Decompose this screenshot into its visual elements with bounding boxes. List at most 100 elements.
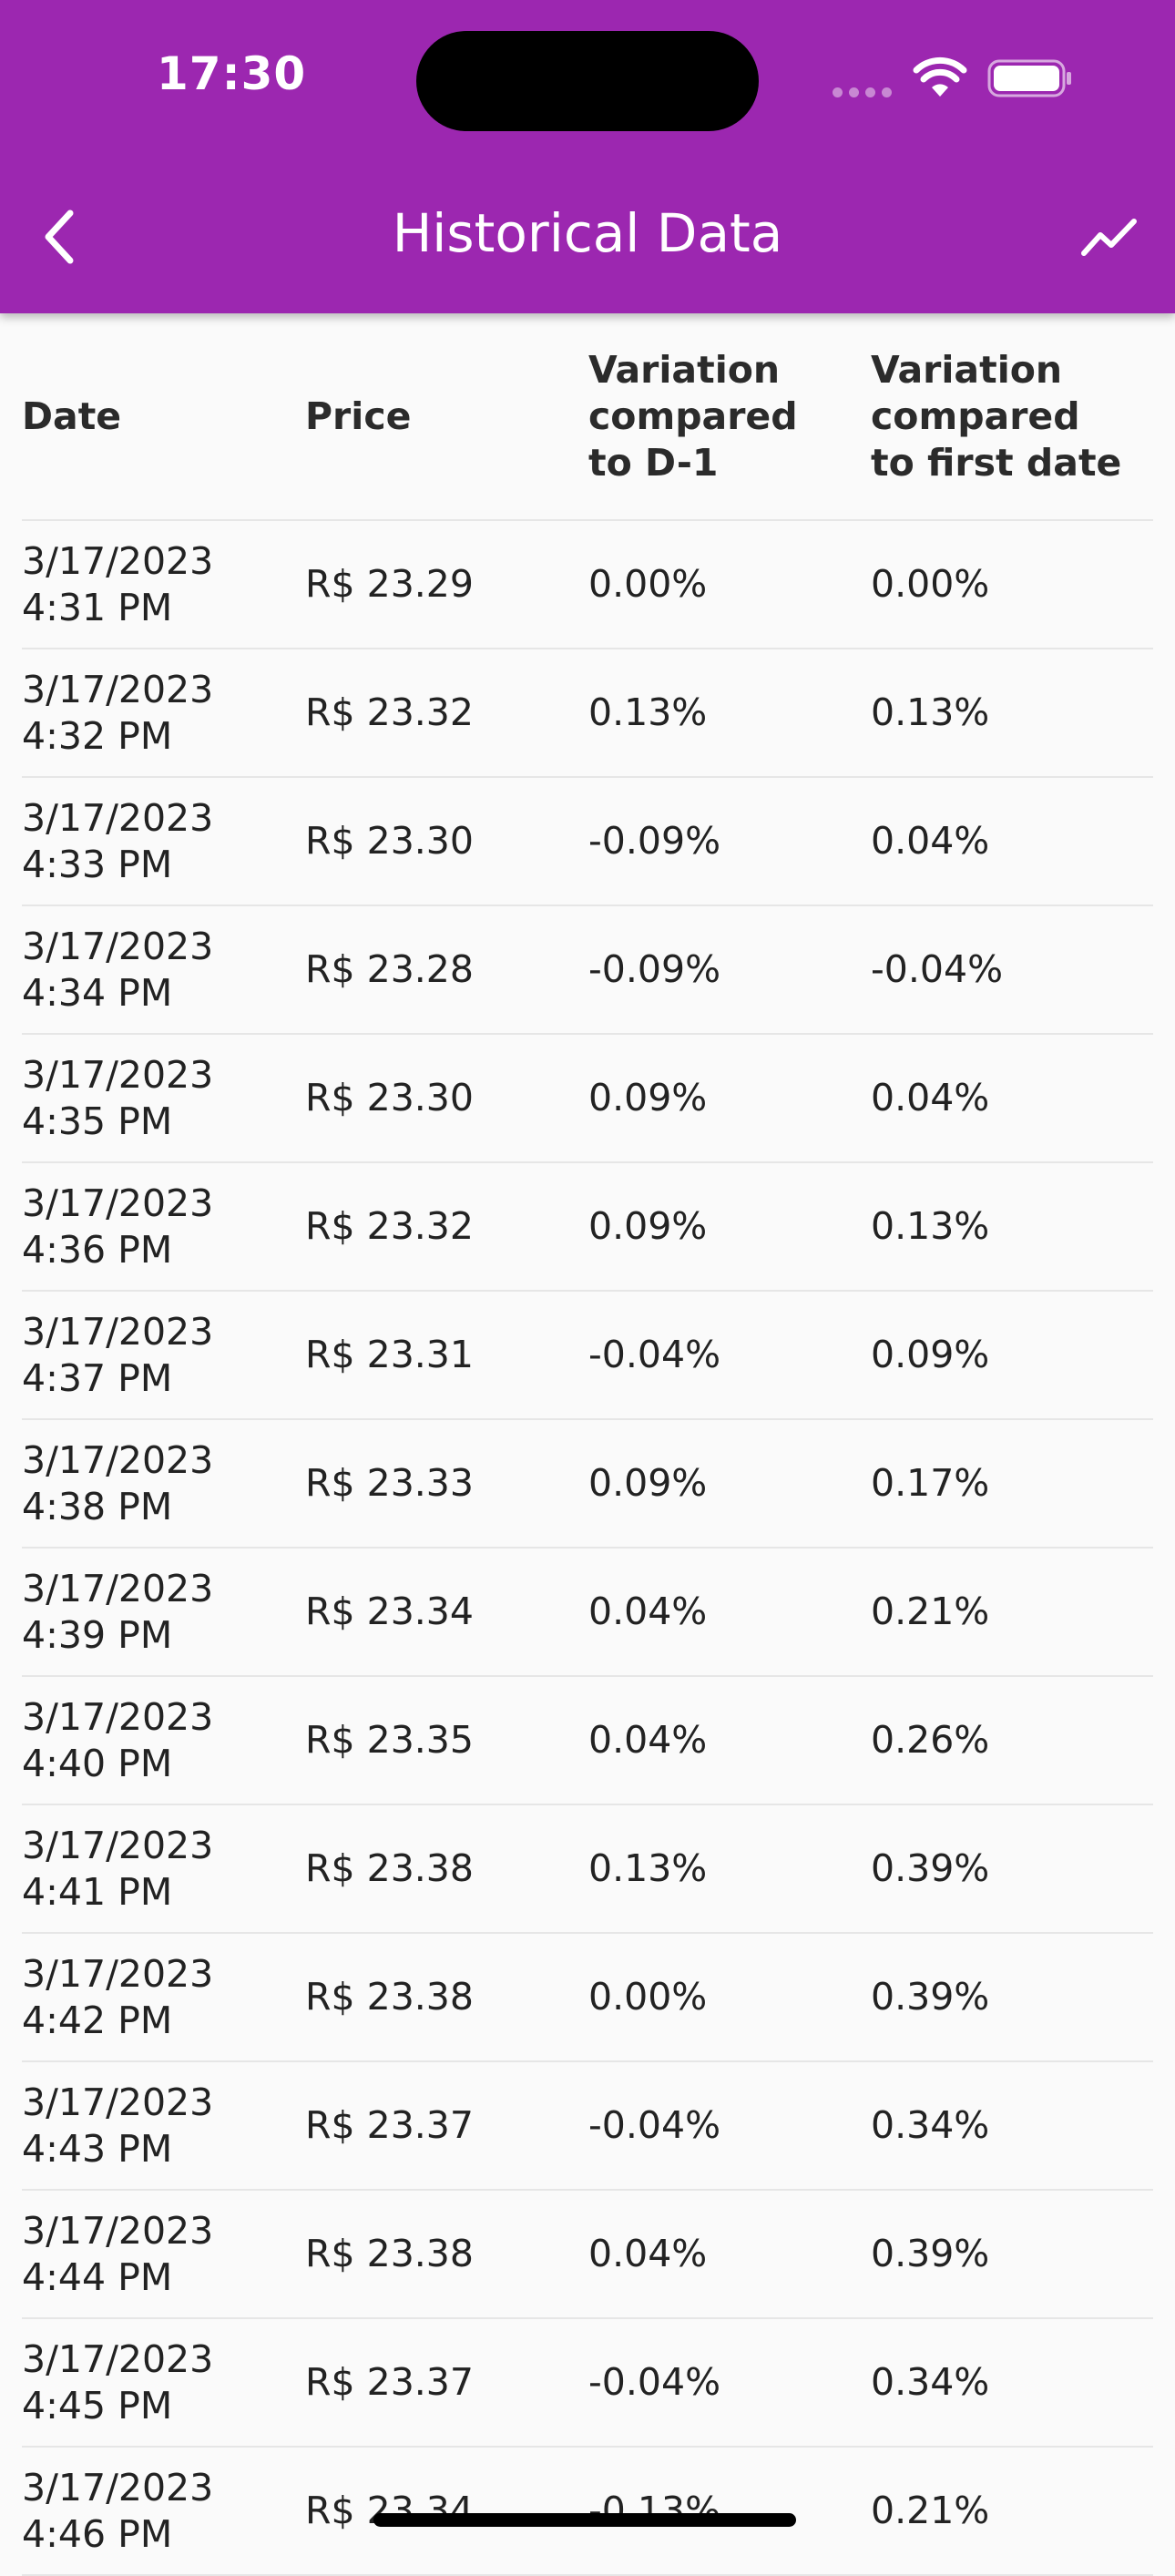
table-row: 3/17/2023 4:36 PM R$ 23.32 0.09% 0.13% [22,1163,1153,1292]
column-header-variation-d1: Variation compared to D-1 [588,347,798,485]
date-cell: 3/17/2023 4:37 PM [22,1309,305,1402]
date-text: 3/17/2023 [22,538,214,583]
price-cell: R$ 23.37 [305,2360,474,2404]
table-row: 3/17/2023 4:38 PM R$ 23.33 0.09% 0.17% [22,1420,1153,1549]
price-cell: R$ 23.31 [305,1333,474,1376]
date-cell: 3/17/2023 4:34 PM [22,924,305,1017]
variation-first-date-cell: 0.04% [871,819,990,863]
variation-d1-cell: 0.04% [588,1718,708,1762]
table-row: 3/17/2023 4:32 PM R$ 23.32 0.13% 0.13% [22,649,1153,778]
price-cell: R$ 23.30 [305,819,474,863]
back-button[interactable] [27,200,91,273]
date-text: 3/17/2023 [22,1566,214,1610]
time-text: 4:36 PM [22,1227,173,1272]
time-text: 4:41 PM [22,1869,173,1914]
app-bar: 17:30 Historical Data [0,0,1175,313]
variation-d1-cell: 0.13% [588,1846,708,1890]
variation-d1-cell: -0.04% [588,2103,721,2147]
variation-d1-cell: 0.00% [588,562,708,606]
variation-d1-cell: -0.09% [588,819,721,863]
column-header-price: Price [305,394,412,438]
price-cell: R$ 23.30 [305,1076,474,1119]
time-text: 4:39 PM [22,1612,173,1657]
date-text: 3/17/2023 [22,2465,214,2510]
variation-first-date-cell: -0.04% [871,947,1004,991]
date-cell: 3/17/2023 4:42 PM [22,1951,305,2044]
date-text: 3/17/2023 [22,2208,214,2253]
variation-d1-cell: 0.09% [588,1461,708,1505]
time-text: 4:34 PM [22,970,173,1015]
cellular-signal-icon [833,84,894,98]
date-text: 3/17/2023 [22,1951,214,1996]
variation-first-date-cell: 0.39% [871,2232,990,2275]
date-cell: 3/17/2023 4:36 PM [22,1181,305,1273]
table-header-row: Date Price Variation compared to D-1 Var… [22,313,1153,521]
price-cell: R$ 23.38 [305,1846,474,1890]
variation-first-date-cell: 0.00% [871,562,990,606]
time-text: 4:38 PM [22,1484,173,1528]
price-cell: R$ 23.29 [305,562,474,606]
time-text: 4:37 PM [22,1355,173,1400]
date-text: 3/17/2023 [22,667,214,711]
variation-first-date-cell: 0.04% [871,1076,990,1119]
status-time: 17:30 [157,47,307,100]
date-text: 3/17/2023 [22,2080,214,2124]
date-cell: 3/17/2023 4:46 PM [22,2465,305,2558]
date-text: 3/17/2023 [22,924,214,968]
battery-icon [987,59,1071,97]
variation-first-date-cell: 0.39% [871,1846,990,1890]
variation-first-date-cell: 0.39% [871,1975,990,2019]
time-text: 4:35 PM [22,1099,173,1143]
price-cell: R$ 23.38 [305,1975,474,2019]
date-text: 3/17/2023 [22,2336,214,2381]
variation-d1-cell: -0.09% [588,947,721,991]
table-row: 3/17/2023 4:35 PM R$ 23.30 0.09% 0.04% [22,1035,1153,1163]
date-text: 3/17/2023 [22,1181,214,1225]
variation-d1-cell: 0.09% [588,1076,708,1119]
price-cell: R$ 23.32 [305,690,474,734]
trending-chart-icon [1081,219,1137,256]
variation-first-date-cell: 0.34% [871,2360,990,2404]
date-cell: 3/17/2023 4:39 PM [22,1566,305,1659]
chart-view-button[interactable] [1075,202,1144,271]
date-cell: 3/17/2023 4:44 PM [22,2208,305,2301]
wifi-icon [913,56,967,97]
variation-first-date-cell: 0.26% [871,1718,990,1762]
time-text: 4:33 PM [22,842,173,886]
date-cell: 3/17/2023 4:38 PM [22,1437,305,1530]
variation-first-date-cell: 0.34% [871,2103,990,2147]
table-row: 3/17/2023 4:44 PM R$ 23.38 0.04% 0.39% [22,2191,1153,2319]
home-indicator [373,2513,796,2527]
variation-first-date-cell: 0.13% [871,1204,990,1248]
table-row: 3/17/2023 4:41 PM R$ 23.38 0.13% 0.39% [22,1805,1153,1934]
variation-first-date-cell: 0.13% [871,690,990,734]
time-text: 4:32 PM [22,713,173,758]
variation-d1-cell: -0.04% [588,2360,721,2404]
date-cell: 3/17/2023 4:43 PM [22,2080,305,2172]
date-cell: 3/17/2023 4:33 PM [22,795,305,888]
variation-d1-cell: 0.13% [588,690,708,734]
variation-d1-cell: 0.00% [588,1975,708,2019]
table-row: 3/17/2023 4:42 PM R$ 23.38 0.00% 0.39% [22,1934,1153,2062]
table-row: 3/17/2023 4:45 PM R$ 23.37 -0.04% 0.34% [22,2319,1153,2448]
table-row: 3/17/2023 4:31 PM R$ 23.29 0.00% 0.00% [22,521,1153,649]
variation-d1-cell: -0.13% [588,2489,721,2532]
table-row: 3/17/2023 4:34 PM R$ 23.28 -0.09% -0.04% [22,906,1153,1035]
variation-first-date-cell: 0.21% [871,2489,990,2532]
date-cell: 3/17/2023 4:45 PM [22,2336,305,2429]
column-header-variation-first-date: Variation compared to first date [871,347,1122,485]
date-cell: 3/17/2023 4:41 PM [22,1823,305,1916]
price-cell: R$ 23.35 [305,1718,474,1762]
price-cell: R$ 23.32 [305,1204,474,1248]
date-text: 3/17/2023 [22,1823,214,1867]
date-cell: 3/17/2023 4:40 PM [22,1694,305,1787]
date-cell: 3/17/2023 4:35 PM [22,1052,305,1145]
time-text: 4:40 PM [22,1741,173,1785]
variation-first-date-cell: 0.21% [871,1590,990,1633]
time-text: 4:42 PM [22,1998,173,2042]
price-cell: R$ 23.34 [305,2489,474,2532]
date-cell: 3/17/2023 4:32 PM [22,667,305,760]
dynamic-island [416,31,759,131]
variation-d1-cell: -0.04% [588,1333,721,1376]
price-cell: R$ 23.37 [305,2103,474,2147]
